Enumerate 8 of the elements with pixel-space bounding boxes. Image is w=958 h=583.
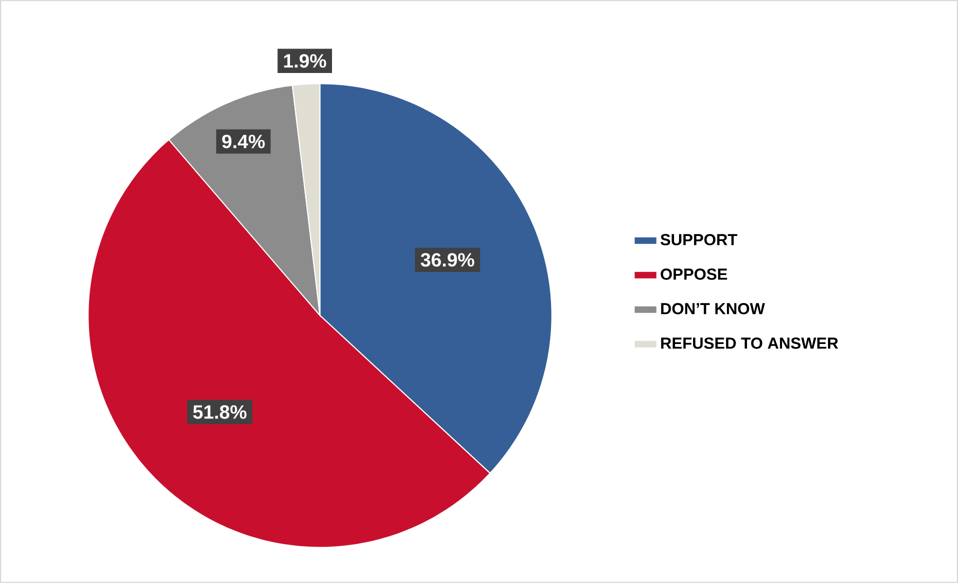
legend-label: REFUSED TO ANSWER — [661, 338, 838, 349]
data-label: 36.9% — [420, 253, 474, 267]
data-label: 1.9% — [284, 54, 326, 68]
legend-label: OPPOSE — [660, 268, 728, 280]
legend-label: SUPPORT — [660, 234, 738, 246]
legend-label: DON’T KNOW — [661, 303, 765, 314]
data-label: 51.8% — [193, 405, 246, 419]
data-label: 9.4% — [222, 134, 265, 148]
